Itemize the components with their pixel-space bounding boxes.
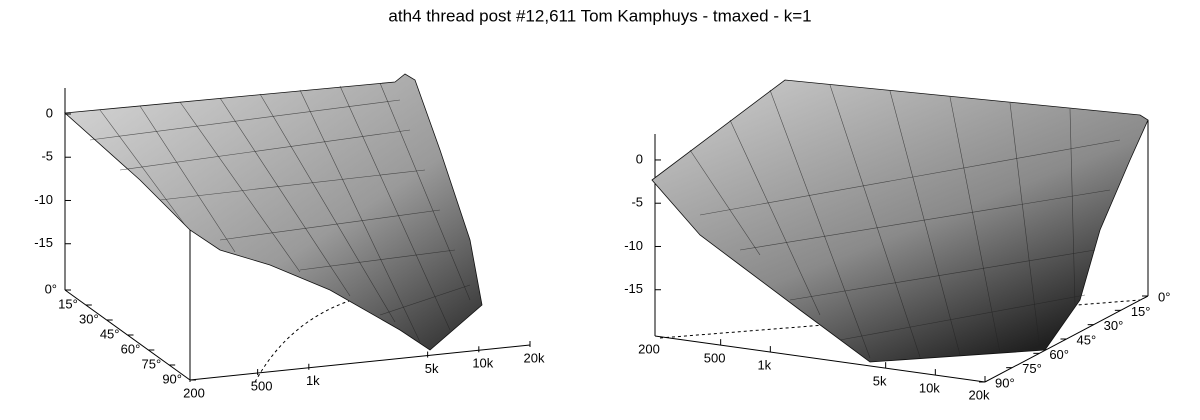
z-tick-label: -5 <box>631 195 643 210</box>
x-tick-label: 1k <box>306 373 320 388</box>
y-tick-label: 15° <box>1131 304 1151 319</box>
y-tick-label: 60° <box>121 341 141 356</box>
z-tick-label: -5 <box>41 149 53 164</box>
y-tick-label: 60° <box>1049 347 1069 362</box>
y-tick-label: 45° <box>100 326 120 341</box>
x-tick-label: 5k <box>425 361 439 376</box>
x-tick-label: 20k <box>969 387 990 402</box>
x-tick-label: 10k <box>472 356 493 371</box>
z-tick-label: -15 <box>624 281 643 296</box>
x-tick-label: 1k <box>757 358 771 373</box>
z-tick-label: -15 <box>34 235 53 250</box>
z-tick-label: -10 <box>34 192 53 207</box>
x-tick-label: 5k <box>873 374 887 389</box>
x-tick-label: 200 <box>638 341 660 356</box>
y-tick-label: 90° <box>162 371 182 386</box>
y-tick-label: 15° <box>58 296 78 311</box>
x-tick-label: 200 <box>183 385 205 400</box>
right-surface <box>651 79 1149 363</box>
left-mesh <box>89 82 471 343</box>
x-tick-label: 500 <box>251 378 273 393</box>
left-surface <box>64 73 483 351</box>
y-tick-label: 30° <box>1104 318 1124 333</box>
right-mesh <box>689 84 1121 359</box>
z-tick-label: 0 <box>636 151 643 166</box>
y-tick-label: 90° <box>995 375 1015 390</box>
chart-title: ath4 thread post #12,611 Tom Kamphuys - … <box>388 6 811 25</box>
z-tick-label: 0 <box>46 105 53 120</box>
y-tick-label: 45° <box>1077 332 1097 347</box>
x-tick-label: 20k <box>524 350 545 365</box>
x-tick-label: 10k <box>919 381 940 396</box>
y-tick-label: 30° <box>79 311 99 326</box>
y-tick-label: 0° <box>1158 289 1170 304</box>
y-tick-label: 75° <box>141 356 161 371</box>
y-tick-label: 75° <box>1022 361 1042 376</box>
x-tick-label: 500 <box>704 351 726 366</box>
y-tick-label: 0° <box>45 281 57 296</box>
z-tick-label: -10 <box>624 238 643 253</box>
